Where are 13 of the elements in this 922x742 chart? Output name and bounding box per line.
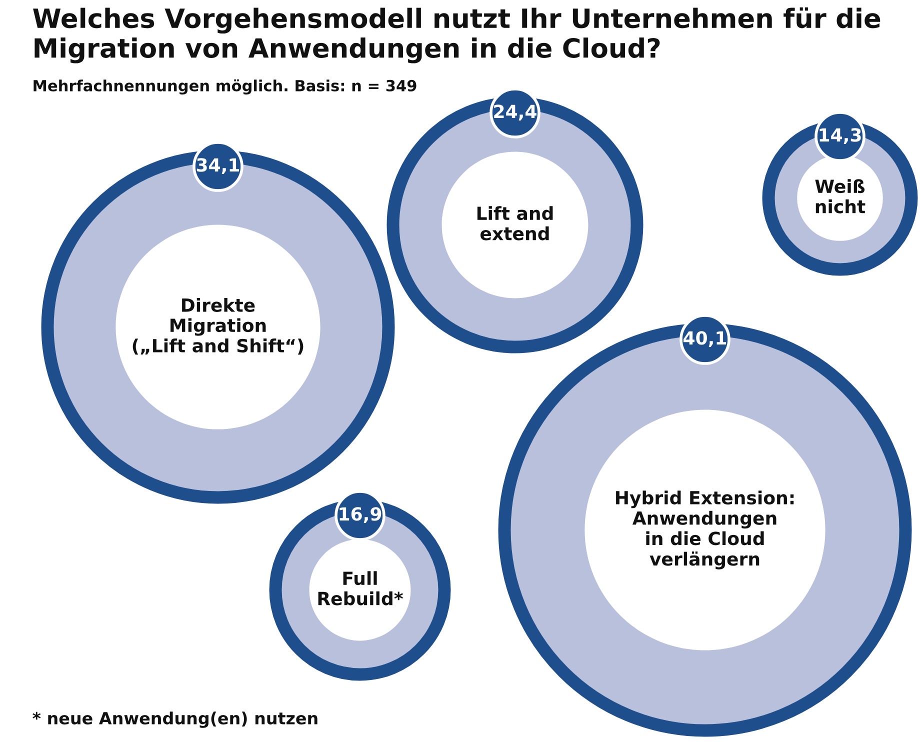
category-label: Hybrid Extension: Anwendungen in die Cloud verlängern — [616, 490, 794, 570]
data-label: 34,1 — [196, 158, 240, 174]
text: Mehrfachnennungen möglich. Basis: n = 349 — [34, 79, 416, 95]
data-label: 40,1 — [684, 331, 726, 348]
category-label: Direkte Migration („Lift and Shift“) — [132, 298, 304, 355]
data-label: 14,3 — [820, 128, 861, 144]
data-label: 24,4 — [494, 104, 536, 121]
text: * neue Anwendung(en) nutzen — [32, 712, 318, 728]
category-label: Full Rebuild* — [318, 571, 403, 606]
category-label: Lift and extend — [477, 206, 553, 240]
text: Welches Vorgehensmodell nutzt Ihr Unternehmen für die Migration von Anwendungen in die Cloud? — [33, 7, 880, 64]
data-label: 16,9 — [340, 507, 382, 524]
category-label: Weiß nicht — [815, 179, 866, 214]
